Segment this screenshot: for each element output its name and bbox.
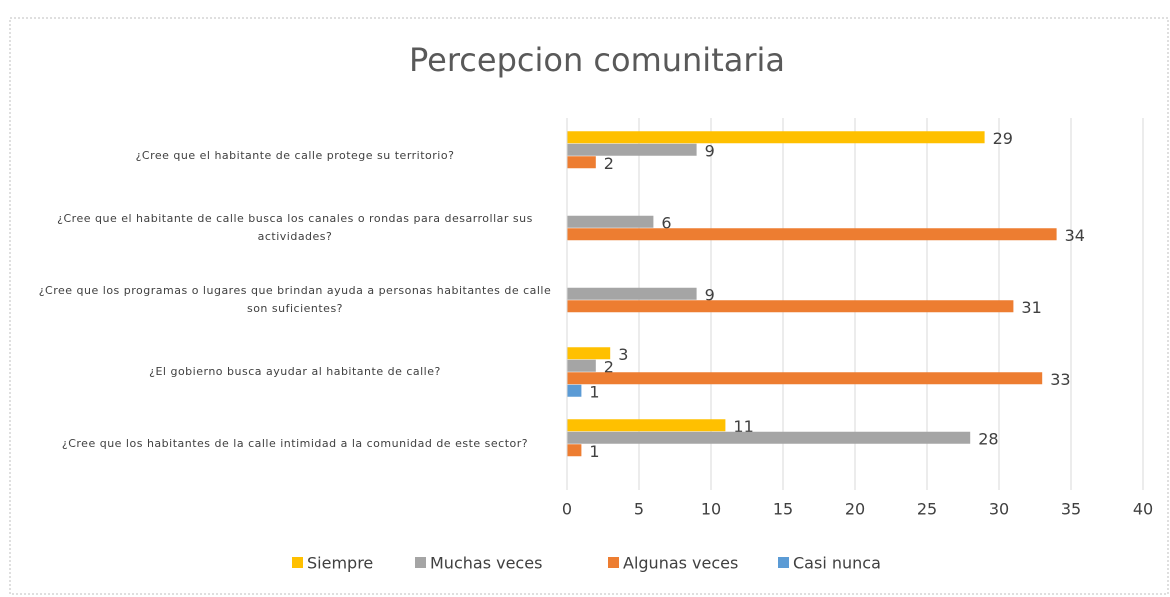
bar [567,300,1014,313]
x-tick-label: 40 [1133,500,1153,519]
bar [567,347,611,360]
bar [567,444,582,457]
data-label: 1 [589,382,599,401]
data-label: 2 [604,154,614,173]
bar [567,156,596,169]
category-label: ¿Cree que el habitante de calle protege … [135,149,455,162]
category-label: ¿Cree que el habitante de calle busca lo… [57,212,533,243]
chart-border [9,17,1169,595]
data-label: 9 [705,285,715,304]
bar [567,419,726,432]
x-tick-label: 5 [634,500,644,519]
category-label: ¿Cree que los habitantes de la calle int… [61,437,529,450]
legend-swatch [778,557,789,568]
bar [567,131,985,144]
data-label: 3 [618,345,628,364]
bar [567,384,582,397]
data-label: 28 [978,429,998,448]
legend-label: Casi nunca [793,554,881,573]
legend-label: Algunas veces [623,554,738,573]
data-label: 33 [1050,370,1070,389]
x-tick-label: 35 [1061,500,1081,519]
bar [567,372,1043,385]
data-label: 6 [661,213,671,232]
x-tick-label: 25 [917,500,937,519]
bar [567,287,697,300]
data-label: 11 [733,417,753,436]
legend-label: Muchas veces [430,554,542,573]
x-tick-label: 10 [701,500,721,519]
x-tick-label: 15 [773,500,793,519]
chart-title: Percepcion comunitaria [409,41,785,79]
bar [567,143,697,156]
legend-swatch [292,557,303,568]
data-label: 9 [705,141,715,160]
data-label: 1 [589,442,599,461]
data-label: 34 [1065,226,1085,245]
data-label: 2 [604,357,614,376]
bar [567,215,654,228]
data-label: 29 [993,129,1013,148]
x-tick-label: 30 [989,500,1009,519]
x-tick-label: 20 [845,500,865,519]
data-label: 31 [1021,298,1041,317]
legend-label: Siempre [307,554,373,573]
bar [567,359,596,372]
bar [567,228,1057,241]
bar [567,431,971,444]
category-label: ¿Cree que los programas o lugares que br… [38,284,552,315]
category-label: ¿El gobierno busca ayudar al habitante d… [149,365,441,378]
x-tick-label: 0 [562,500,572,519]
legend-swatch [608,557,619,568]
legend-swatch [415,557,426,568]
